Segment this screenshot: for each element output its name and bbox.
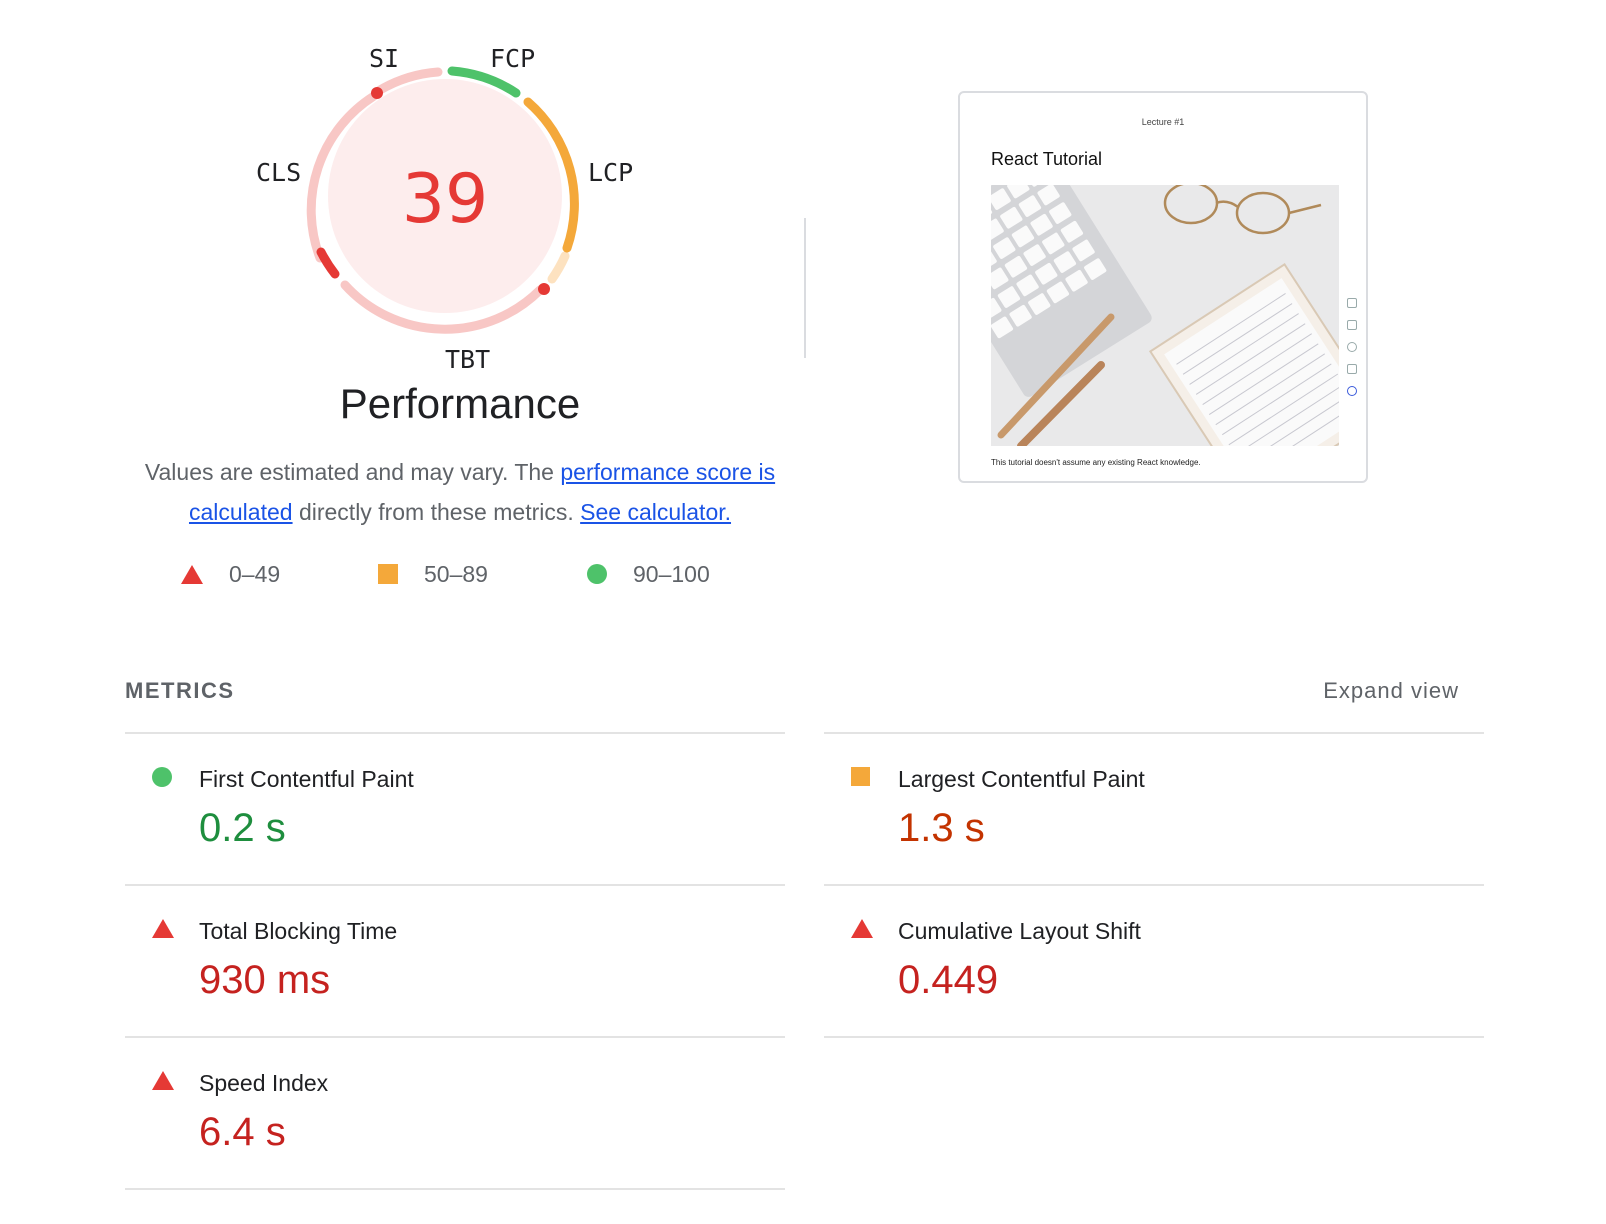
metrics-title: METRICS	[125, 678, 235, 703]
performance-score-link[interactable]: performance score is calculated	[188, 459, 776, 525]
gauge-label-cls: CLS	[256, 158, 301, 187]
globe-icon	[1347, 342, 1357, 352]
metric-value: 6.4 s	[199, 1110, 286, 1154]
gauge-label-si: SI	[369, 44, 399, 73]
metrics-divider-left-3	[125, 1036, 785, 1038]
metric-total-blocking-time: Total Blocking Time 930 ms	[125, 886, 785, 1036]
legend-average-label: 50–89	[424, 560, 488, 587]
metric-value: 0.2 s	[199, 806, 286, 850]
metrics-divider-right-1	[824, 732, 1484, 734]
desk-photo-image	[991, 185, 1339, 446]
performance-title: Performance	[339, 380, 581, 427]
metrics-divider-left-1	[125, 732, 785, 734]
legend-pass-label: 90–100	[633, 560, 710, 587]
average-square-icon	[378, 564, 398, 584]
metric-value: 930 ms	[199, 958, 331, 1002]
performance-description: Values are estimated and may vary. The p…	[125, 452, 795, 532]
gauge-dot-si	[371, 87, 383, 99]
metric-name: First Contentful Paint	[199, 766, 414, 792]
metric-name: Largest Contentful Paint	[898, 766, 1145, 792]
metrics-divider-left-2	[125, 884, 785, 886]
metric-name: Total Blocking Time	[199, 918, 398, 944]
performance-gauge: SI FCP LCP CLS TBT 39	[256, 44, 633, 374]
gauge-segment-lcp	[523, 97, 579, 253]
metrics-divider-right-3	[824, 1036, 1484, 1038]
pass-circle-icon	[587, 564, 607, 584]
metric-cumulative-layout-shift: Cumulative Layout Shift 0.449	[824, 886, 1484, 1036]
smiley-icon	[1347, 386, 1357, 396]
fail-triangle-icon	[152, 1071, 174, 1090]
gauge-label-fcp: FCP	[490, 44, 535, 73]
metrics-divider-right-2	[824, 884, 1484, 886]
expand-view-button[interactable]: Expand view	[1323, 678, 1459, 703]
gauge-label-tbt: TBT	[445, 345, 490, 374]
gauge-dot-tbt	[538, 283, 550, 295]
metric-largest-contentful-paint: Largest Contentful Paint 1.3 s	[824, 734, 1484, 884]
metric-speed-index: Speed Index 6.4 s	[125, 1038, 785, 1188]
gauge-segment-fcp	[447, 66, 521, 98]
see-calculator-link[interactable]: See calculator.	[580, 499, 732, 525]
final-screenshot[interactable]: Lecture #1 React Tutorial	[958, 91, 1368, 483]
metric-first-contentful-paint: First Contentful Paint 0.2 s	[125, 734, 785, 884]
grid-icon	[1347, 364, 1357, 374]
gauge-track-si	[375, 67, 443, 95]
pass-circle-icon	[152, 767, 172, 787]
screenshot-side-toolbar	[1345, 298, 1359, 408]
sidebar-icon	[1347, 298, 1357, 308]
screenshot-image	[991, 185, 1339, 446]
legend-pass: 90–100	[587, 560, 710, 588]
screenshot-header: Lecture #1	[1141, 117, 1185, 127]
metric-name: Speed Index	[199, 1070, 329, 1096]
gauge-fill	[328, 79, 562, 313]
description-text-1: Values are estimated and may vary. The	[144, 459, 561, 485]
legend-fail: 0–49	[181, 560, 280, 588]
metric-value: 1.3 s	[898, 806, 985, 850]
expand-icon	[1347, 320, 1357, 330]
screenshot-caption: This tutorial doesn't assume any existin…	[991, 458, 1201, 467]
fail-triangle-icon	[181, 564, 203, 584]
vertical-divider	[804, 218, 806, 358]
metrics-divider-left-4	[125, 1188, 785, 1190]
screenshot-title: React Tutorial	[991, 149, 1103, 169]
performance-score: 39	[402, 160, 489, 239]
legend-average: 50–89	[378, 560, 488, 588]
fail-triangle-icon	[851, 919, 873, 938]
gauge-track-tbt	[340, 280, 545, 334]
metric-name: Cumulative Layout Shift	[898, 918, 1141, 944]
legend-fail-label: 0–49	[229, 560, 281, 587]
average-square-icon	[851, 767, 870, 786]
gauge-track-lcp	[547, 251, 570, 284]
gauge-track-cls	[306, 91, 379, 263]
gauge-segment-cls	[316, 247, 340, 279]
fail-triangle-icon	[152, 919, 174, 938]
metric-value: 0.449	[898, 958, 999, 1002]
description-text-2: directly from these metrics.	[292, 499, 581, 525]
gauge-label-lcp: LCP	[588, 158, 633, 187]
